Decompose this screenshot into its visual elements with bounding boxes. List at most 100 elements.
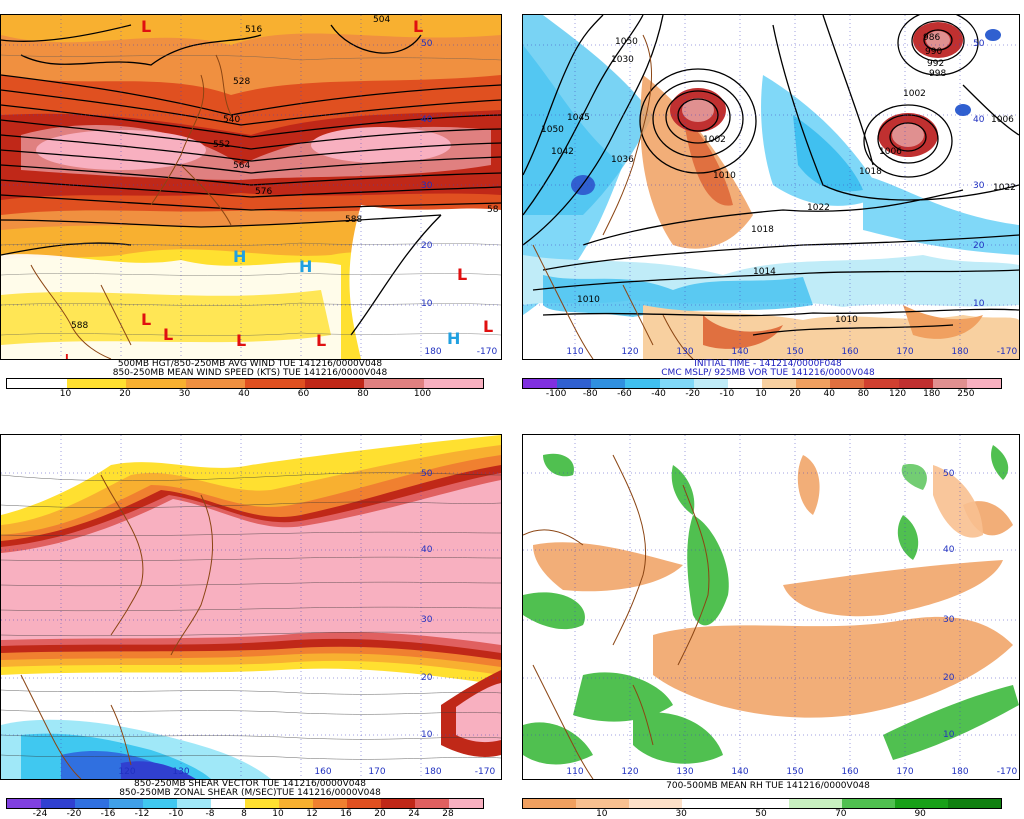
isobar-label: 992 [927, 59, 945, 69]
latitude-label: 50 [421, 39, 433, 49]
isobar-label: 1010 [713, 171, 736, 181]
isobar-label: 1018 [751, 225, 774, 235]
longitude-label: 140 [731, 767, 749, 777]
scale-swatch [381, 799, 415, 808]
high-pressure-marker: H [447, 329, 461, 348]
scale-swatch [304, 379, 364, 388]
contour-label: 58 [487, 205, 499, 215]
isobar-label: 1050 [615, 37, 638, 47]
grid-lines [523, 435, 1019, 779]
scale-swatch [245, 799, 279, 808]
isobar-label: 1022 [807, 203, 830, 213]
scale-swatch [864, 379, 899, 388]
scale-tick: 60 [297, 389, 310, 399]
scale-swatch [41, 799, 75, 808]
wind-speed-map: 516 528 540 552 564 576 588 504 588 58 L… [0, 14, 502, 360]
contour-label: 576 [255, 187, 273, 197]
zonal-shear-map: 50 40 30 20 10 120 130 160 170 180 -170 [0, 434, 502, 780]
scale-swatch [364, 379, 424, 388]
scale-tick: -8 [205, 809, 215, 819]
panel-wind-speed: 516 528 540 552 564 576 588 504 588 58 L… [0, 0, 502, 399]
scale-swatch [591, 379, 626, 388]
latitude-label: 50 [973, 39, 985, 49]
isobar-label: 1030 [611, 55, 634, 65]
longitude-label: -170 [996, 347, 1018, 357]
longitude-label: 170 [368, 767, 386, 777]
scale-tick: -100 [545, 389, 567, 399]
scale-tick: 28 [442, 809, 454, 819]
isobar-label: 1010 [577, 295, 600, 305]
longitude-label: 120 [621, 347, 639, 357]
latitude-label: 20 [973, 241, 985, 251]
contour-label: 504 [373, 15, 391, 25]
scale-tick: 10 [272, 809, 284, 819]
scale-tick: 250 [957, 389, 975, 399]
longitude-label: -170 [996, 767, 1018, 777]
low-pressure-marker: L [457, 265, 468, 284]
scale-tick: -10 [168, 809, 184, 819]
isobar-label: 1022 [993, 183, 1016, 193]
mslp-vorticity-map: 1050 1030 1045 1050 1042 1036 1022 1002 … [522, 14, 1020, 360]
low-pressure-marker: L [163, 325, 174, 344]
high-pressure-marker: H [299, 257, 313, 276]
scale-swatch [109, 799, 143, 808]
scale-swatch [682, 799, 736, 808]
map-caption-primary: 700-500MB MEAN RH TUE 141216/0000V048 [666, 781, 870, 791]
map-caption-primary: 850-250MB SHEAR VECTOR TUE 141216/0000V0… [134, 779, 366, 789]
contour-label: 528 [233, 77, 251, 87]
panel-mslp-vorticity: 1050 1030 1045 1050 1042 1036 1022 1002 … [518, 0, 1020, 399]
scale-tick: -80 [582, 389, 598, 399]
wind-speed-field [1, 15, 501, 359]
longitude-label: 140 [731, 347, 749, 357]
isobar-label: 1002 [903, 89, 926, 99]
color-scale-bar [6, 378, 484, 389]
wind-streamlines [1, 54, 501, 336]
color-scale-ticks: -100 -80 -60 -40 -20 -10 10 20 40 80 120… [522, 389, 1000, 399]
scale-tick: 70 [835, 809, 847, 819]
color-scale-bar [522, 798, 1002, 809]
scale-tick: 10 [755, 389, 767, 399]
contour-label: 564 [233, 161, 251, 171]
contour-label: 588 [345, 215, 363, 225]
high-pressure-marker: H [233, 247, 247, 266]
scale-swatch [449, 799, 483, 808]
color-scale-ticks: 10 30 50 70 90 [522, 809, 1000, 819]
contour-label: 552 [213, 140, 231, 150]
longitude-label: 150 [786, 767, 804, 777]
contour-label: 588 [71, 321, 89, 331]
map-caption-secondary: CMC MSLP/ 925MB VOR TUE 141216/0000V048 [661, 368, 875, 378]
scale-swatch [523, 799, 577, 808]
scale-swatch [66, 379, 126, 388]
scale-tick: 100 [413, 389, 432, 399]
scale-tick: 20 [789, 389, 801, 399]
longitude-label: 170 [896, 347, 914, 357]
scale-swatch [894, 799, 948, 808]
scale-swatch [279, 799, 313, 808]
latitude-label: 20 [421, 241, 433, 251]
longitude-label: 170 [896, 767, 914, 777]
scale-swatch [185, 379, 245, 388]
scale-swatch [966, 379, 1001, 388]
longitude-label: 110 [566, 347, 584, 357]
coastlines [30, 54, 232, 359]
grid-lines [1, 15, 501, 359]
latitude-label: 50 [421, 469, 433, 479]
scale-swatch [7, 799, 41, 808]
latitude-label: 50 [943, 469, 955, 479]
scale-swatch [659, 379, 694, 388]
latitude-label: 40 [421, 115, 433, 125]
scale-tick: 30 [178, 389, 191, 399]
latitude-label: 40 [973, 115, 985, 125]
shear-vectors [1, 472, 501, 760]
scale-tick: 12 [306, 809, 318, 819]
latitude-label: 20 [943, 673, 955, 683]
scale-swatch [947, 799, 1001, 808]
color-scale-ticks: -24 -20 -16 -12 -10 -8 8 10 12 16 20 24 … [6, 809, 482, 819]
longitude-label: 160 [841, 347, 859, 357]
scale-swatch [211, 799, 245, 808]
scale-swatch [347, 799, 381, 808]
latitude-label: 40 [943, 545, 955, 555]
longitude-label: 180 [951, 347, 969, 357]
scale-swatch [126, 379, 186, 388]
scale-swatch [245, 379, 305, 388]
